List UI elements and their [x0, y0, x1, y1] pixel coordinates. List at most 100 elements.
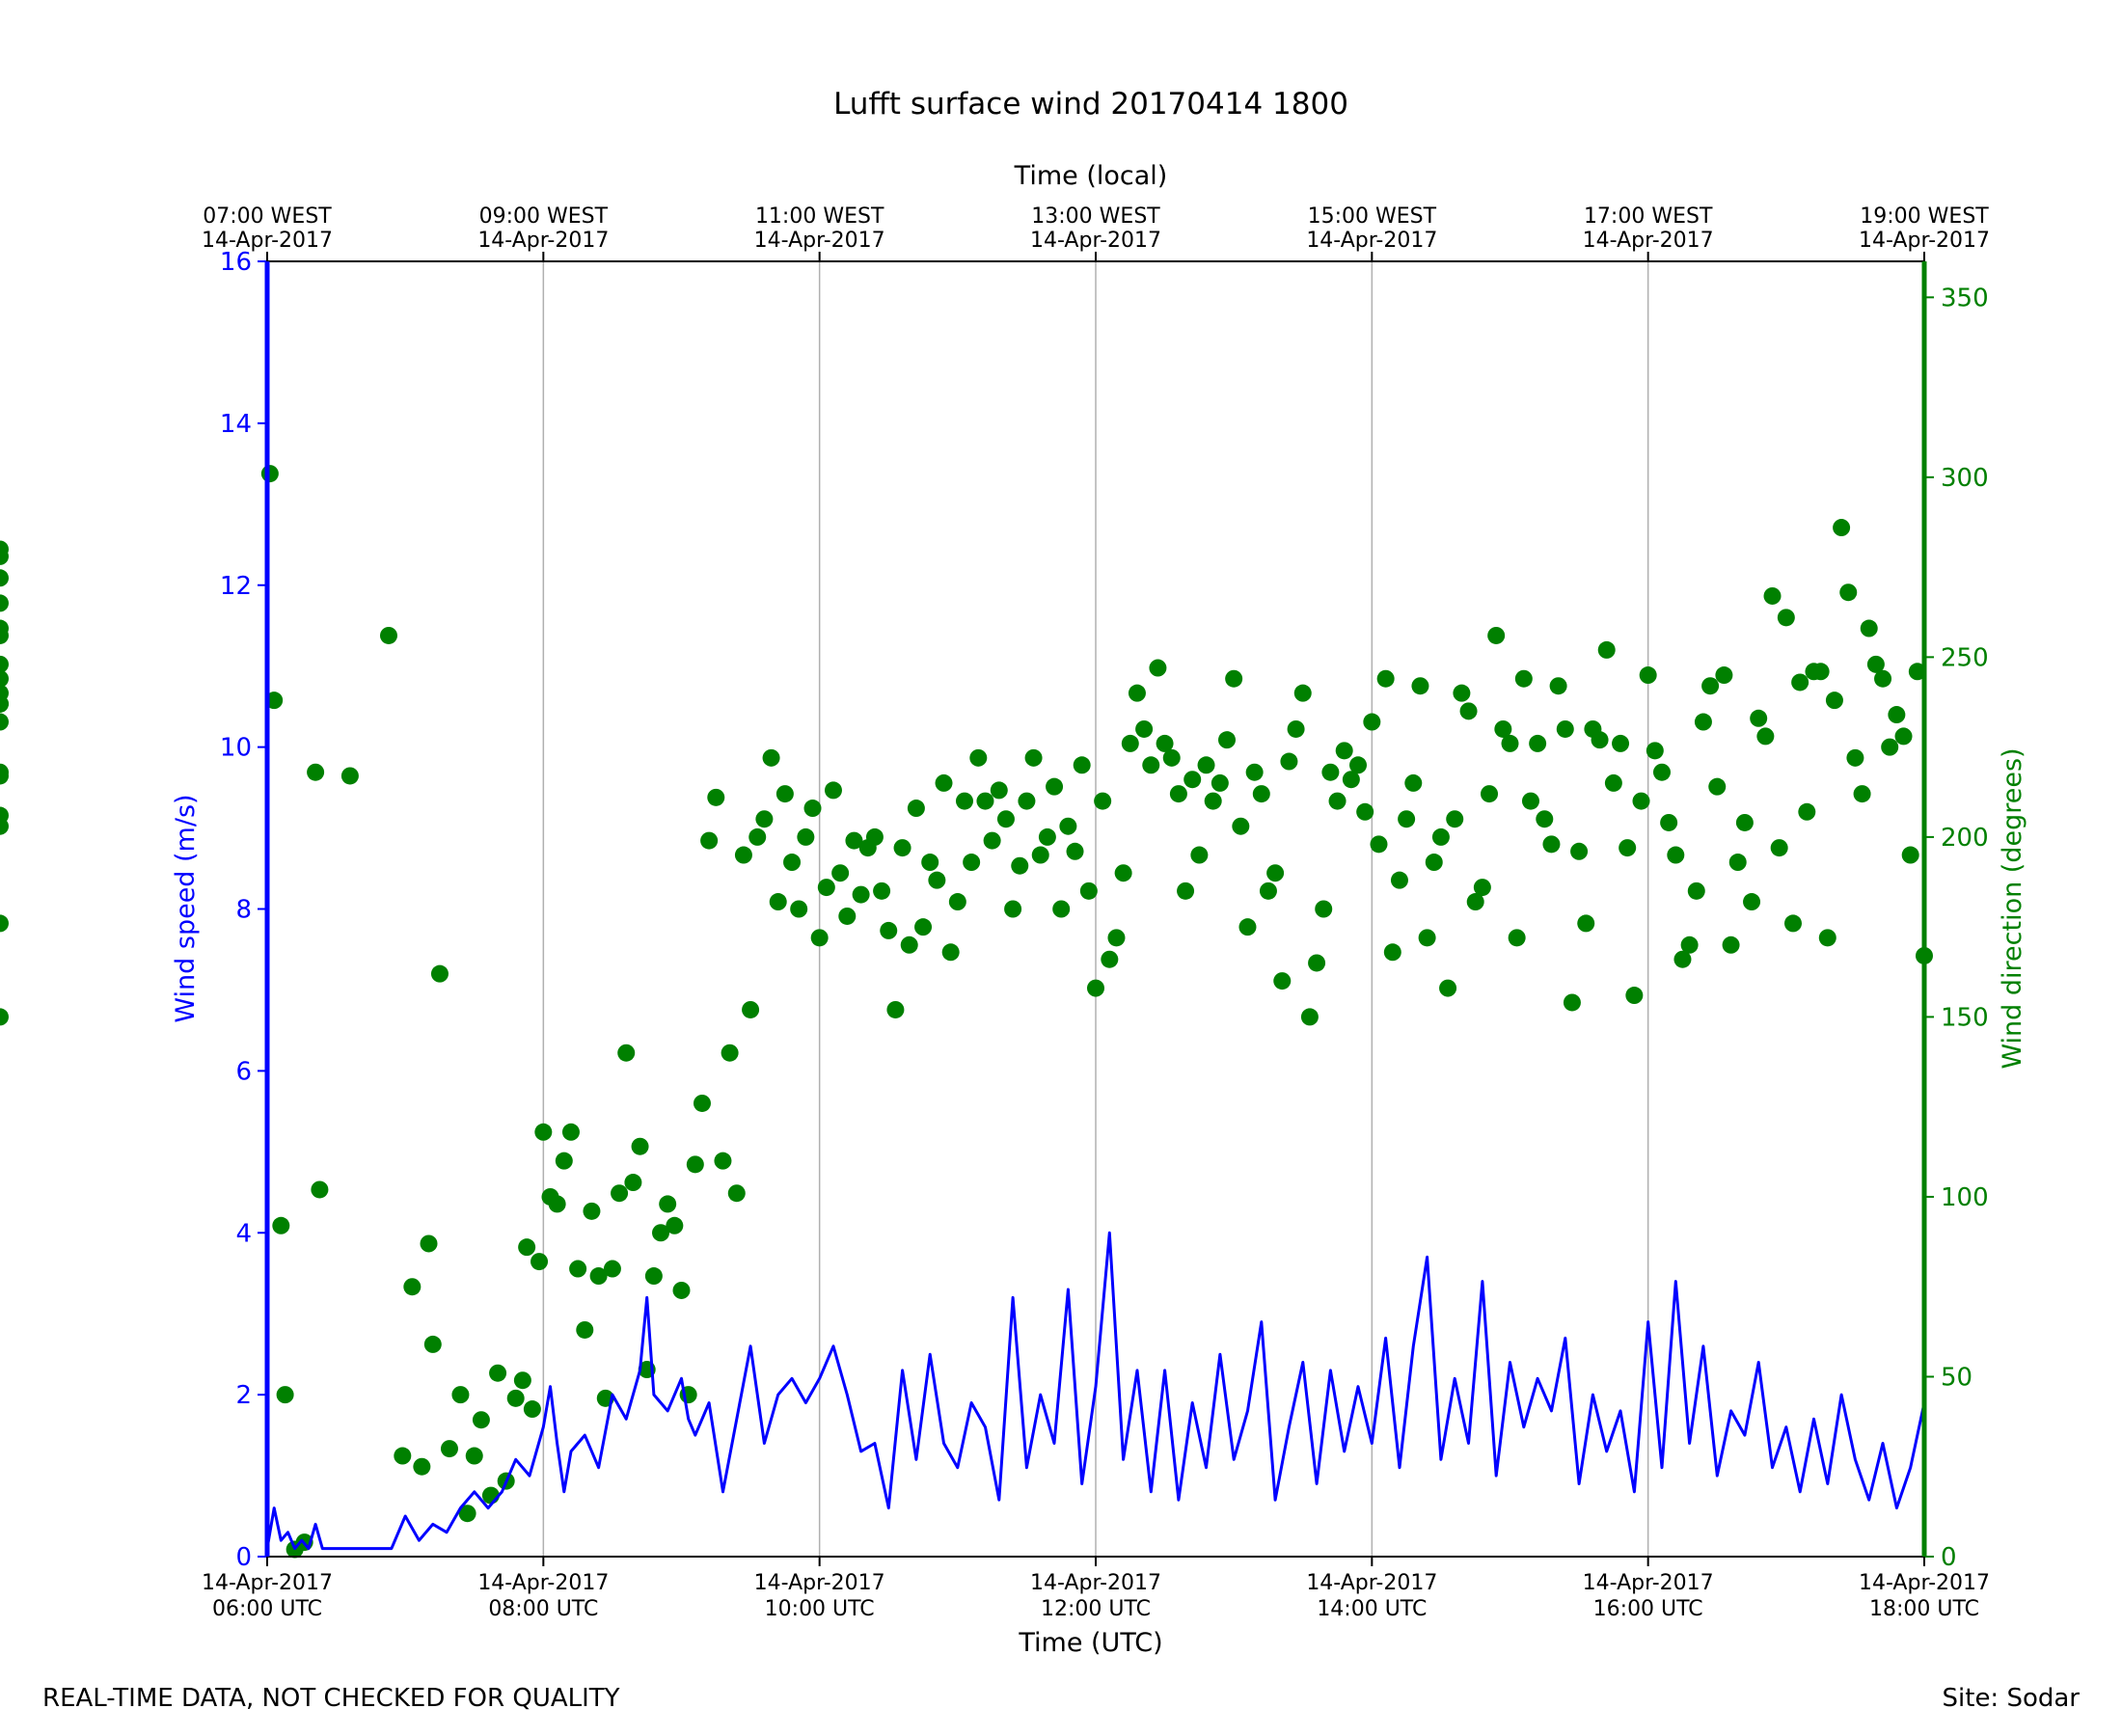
direction-point	[1536, 810, 1554, 828]
direction-point	[0, 914, 9, 933]
direction-point	[769, 893, 787, 911]
top-axis-label: Time (local)	[1014, 161, 1168, 191]
direction-point	[1853, 785, 1871, 803]
direction-point	[307, 763, 325, 781]
top-tick-label-time: 19:00 WEST	[1860, 204, 1989, 229]
direction-point	[1425, 854, 1443, 872]
direction-point	[644, 1267, 663, 1286]
direction-point	[873, 882, 891, 900]
direction-point	[1418, 929, 1436, 947]
direction-point	[465, 1447, 483, 1465]
direction-point	[1052, 900, 1071, 918]
bottom-tick-label-time: 12:00 UTC	[1041, 1597, 1151, 1621]
direction-point	[1508, 929, 1526, 947]
left-tick-label: 2	[235, 1381, 252, 1410]
direction-point	[963, 854, 981, 872]
direction-point	[458, 1505, 476, 1523]
right-tick-label: 350	[1941, 284, 1989, 312]
direction-point	[941, 943, 960, 962]
direction-point	[1142, 756, 1160, 774]
direction-point	[755, 810, 774, 828]
bottom-tick-label-date: 14-Apr-2017	[202, 1571, 333, 1595]
left-tick-label: 16	[220, 248, 252, 277]
direction-point	[0, 763, 9, 781]
direction-point	[603, 1260, 621, 1278]
direction-point	[260, 465, 279, 483]
direction-point	[0, 655, 9, 673]
right-axis-label: Wind direction (degrees)	[1998, 747, 2027, 1069]
direction-point	[272, 1216, 290, 1234]
direction-point	[1715, 666, 1733, 685]
direction-point	[1860, 619, 1878, 637]
direction-point	[1501, 734, 1519, 752]
direction-point	[693, 1094, 711, 1112]
direction-point	[1225, 669, 1243, 688]
direction-point	[0, 694, 9, 713]
direction-point	[548, 1195, 566, 1213]
direction-point	[1846, 748, 1864, 767]
direction-point	[1701, 677, 1720, 695]
grid-lines	[542, 261, 1649, 1557]
direction-point	[1639, 666, 1657, 685]
direction-point	[0, 619, 9, 637]
direction-point	[948, 893, 966, 911]
direction-point	[506, 1389, 525, 1407]
direction-point	[748, 827, 767, 846]
top-tick-label-time: 15:00 WEST	[1308, 204, 1437, 229]
direction-point	[990, 781, 1008, 800]
right-tick-label: 300	[1941, 464, 1989, 493]
direction-point	[530, 1253, 549, 1271]
direction-point	[265, 692, 284, 710]
direction-point	[1038, 827, 1056, 846]
direction-point	[1888, 706, 1906, 724]
direction-point	[1128, 684, 1146, 702]
direction-point	[576, 1320, 594, 1339]
direction-point	[831, 864, 850, 882]
direction-point	[880, 921, 898, 939]
direction-point	[1735, 813, 1754, 831]
direction-point	[1121, 734, 1139, 752]
direction-point	[1066, 842, 1084, 860]
bottom-tick-label-time: 06:00 UTC	[212, 1597, 322, 1621]
direction-point	[810, 929, 829, 947]
direction-point	[900, 936, 918, 954]
direction-point	[817, 879, 835, 897]
direction-point	[0, 806, 9, 825]
direction-point	[1197, 756, 1215, 774]
left-tick-label: 0	[235, 1543, 252, 1572]
direction-point	[1680, 936, 1699, 954]
direction-point	[1321, 763, 1340, 781]
direction-point	[589, 1267, 608, 1286]
direction-point	[686, 1155, 704, 1174]
direction-point	[1342, 771, 1360, 789]
direction-point	[1107, 929, 1126, 947]
direction-point	[838, 907, 857, 925]
direction-point	[518, 1238, 536, 1257]
top-tick-label-date: 14-Apr-2017	[754, 229, 885, 253]
left-tick-label: 10	[220, 734, 252, 763]
direction-point	[1300, 1008, 1319, 1026]
direction-point	[394, 1447, 412, 1465]
direction-point	[1383, 943, 1401, 962]
left-tick-label: 6	[235, 1057, 252, 1086]
direction-point	[1018, 792, 1036, 810]
top-tick-label-date: 14-Apr-2017	[477, 229, 609, 253]
direction-point	[1453, 684, 1471, 702]
right-tick-label: 250	[1941, 643, 1989, 672]
top-tick-label-time: 11:00 WEST	[755, 204, 884, 229]
direction-point	[1059, 817, 1077, 835]
direction-point	[1431, 827, 1450, 846]
direction-point	[1293, 684, 1312, 702]
direction-point	[1211, 773, 1229, 792]
direction-point	[1232, 817, 1250, 835]
direction-point	[700, 831, 719, 850]
direction-point	[1177, 882, 1195, 900]
direction-point	[1839, 583, 1858, 602]
direction-point	[1625, 987, 1644, 1005]
direction-point	[1798, 802, 1816, 821]
direction-point	[513, 1371, 531, 1390]
direction-point	[0, 569, 9, 587]
direction-point	[624, 1174, 642, 1192]
direction-point	[1011, 856, 1029, 875]
direction-point	[1466, 893, 1484, 911]
